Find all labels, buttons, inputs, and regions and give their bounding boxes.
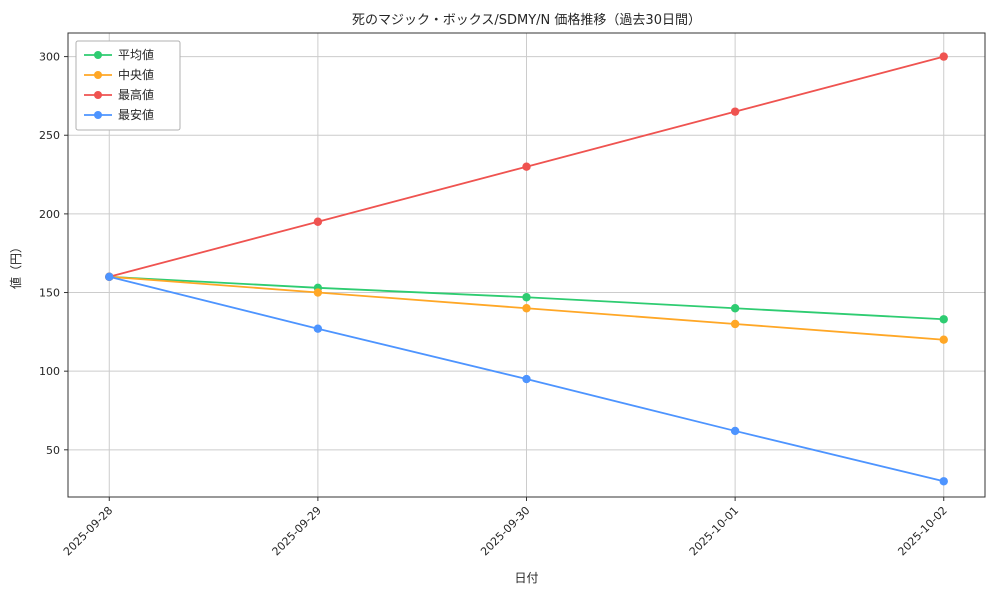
x-tick-label: 2025-09-30 <box>478 504 532 558</box>
legend-marker <box>94 91 102 99</box>
data-point-marker <box>522 374 531 384</box>
legend-marker <box>94 71 102 79</box>
data-point-marker <box>730 304 740 313</box>
legend-label: 平均値 <box>118 47 154 62</box>
x-tick-label: 2025-09-29 <box>270 504 324 558</box>
x-tick-label: 2025-10-01 <box>687 504 741 558</box>
legend-label: 最安値 <box>118 107 154 122</box>
y-tick-label: 100 <box>39 365 60 378</box>
data-point-marker <box>730 426 740 436</box>
x-axis: 2025-09-28 2025-09-29 2025-09-30 2025-10-01… <box>61 497 950 558</box>
data-point-marker <box>522 304 531 313</box>
x-tick-label: 2025-10-02 <box>895 504 949 558</box>
x-axis-label: 日付 <box>514 571 538 585</box>
y-tick-label: 150 <box>39 287 60 300</box>
data-point-marker <box>522 162 531 171</box>
series-3 <box>105 272 948 486</box>
y-tick-label: 250 <box>39 129 60 142</box>
legend-box <box>75 40 181 131</box>
data-point-marker <box>939 315 948 324</box>
y-axis: 50 100 150 200 250 300 <box>39 51 68 457</box>
legend-marker <box>94 51 102 59</box>
legend-marker <box>94 111 102 119</box>
data-point-marker <box>313 324 323 333</box>
data-point-marker <box>939 335 948 344</box>
grid-lines <box>68 33 985 497</box>
data-point-marker <box>313 217 323 226</box>
data-point-marker <box>105 272 114 281</box>
x-tick-label: 2025-09-28 <box>61 504 115 558</box>
data-point-marker <box>730 319 740 329</box>
data-point-marker <box>730 107 740 116</box>
legend-label: 最高値 <box>118 87 154 102</box>
y-tick-label: 50 <box>46 444 60 457</box>
y-axis-label: 値（円） <box>8 241 23 289</box>
data-point-marker <box>313 288 323 297</box>
y-tick-label: 200 <box>39 208 60 221</box>
data-point-marker <box>522 293 531 302</box>
legend-label: 中央値 <box>118 67 154 82</box>
data-point-marker <box>939 477 948 486</box>
y-tick-label: 300 <box>39 51 60 64</box>
chart-title: 死のマジック・ボックス/SDMY/N 価格推移（過去30日間） <box>352 12 701 28</box>
data-point-marker <box>939 52 948 61</box>
